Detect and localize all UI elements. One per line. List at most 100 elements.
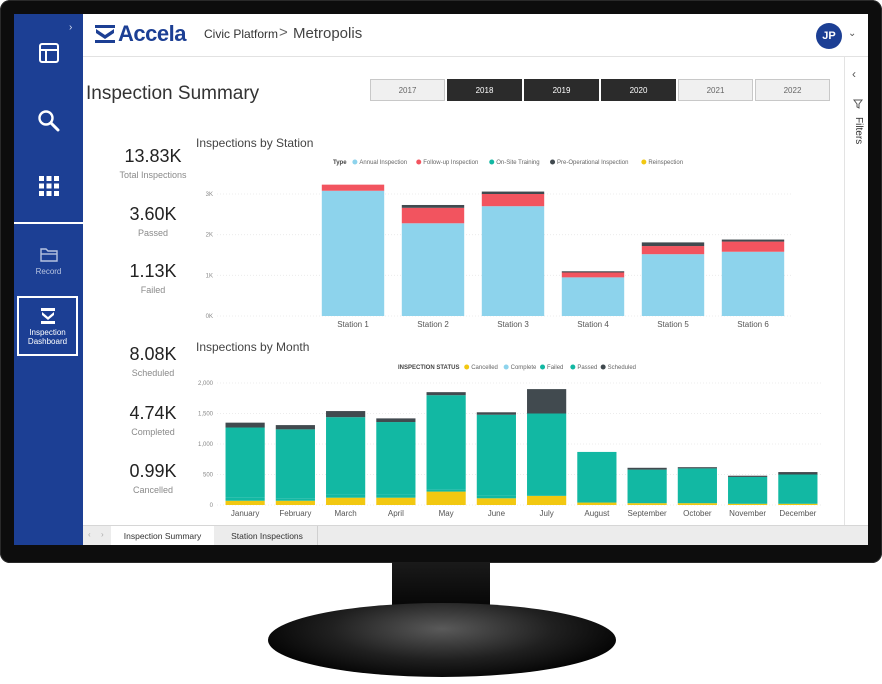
bar-station-5-annual-inspection	[641, 254, 705, 316]
legend-swatch-reinspection	[641, 159, 647, 165]
legend-swatch-pre-operational-inspection	[550, 159, 556, 165]
x-tick-label-september: September	[628, 509, 667, 518]
x-tick-label-february: February	[279, 509, 311, 518]
year-button-2017[interactable]: 2017	[370, 79, 445, 101]
monitor-neck	[392, 562, 490, 610]
bar-station-1-annual-inspection	[321, 190, 385, 316]
accela-logo[interactable]: Accela	[95, 21, 186, 47]
bar-february-failed	[275, 498, 315, 501]
x-tick-label-station-3: Station 3	[497, 320, 529, 329]
bar-station-4-pre-operational-inspection	[561, 271, 625, 273]
collapse-chevron-icon[interactable]: ‹	[852, 67, 856, 81]
x-tick-label-station-5: Station 5	[657, 320, 689, 329]
year-button-2018[interactable]: 2018	[447, 79, 522, 101]
x-tick-label-station-1: Station 1	[337, 320, 369, 329]
bar-december-scheduled	[778, 472, 818, 475]
year-slicer: 2017 2018 2019 2020 2021 2022	[370, 79, 832, 101]
expand-nav-chevron-icon[interactable]: ›	[69, 22, 73, 33]
bar-february-passed	[275, 429, 315, 499]
nav-item-inspection-dashboard[interactable]: Inspection Dashboard	[17, 296, 78, 356]
nav-divider	[14, 222, 83, 224]
nav-item-record-label: Record	[35, 266, 62, 276]
report-canvas: Inspection Summary 2017 2018 2019 2020 2…	[83, 57, 844, 525]
bar-july-cancelled	[527, 495, 567, 505]
year-button-2021[interactable]: 2021	[678, 79, 753, 101]
bar-april-passed	[376, 422, 416, 495]
bar-july-failed	[527, 494, 567, 496]
page-tabs-bar: ‹ › Inspection Summary Station Inspectio…	[83, 525, 868, 545]
legend-label-on-site-training: On-Site Training	[496, 160, 539, 166]
bar-october-scheduled	[677, 467, 717, 469]
kpi-value: 8.08K	[129, 344, 177, 364]
bar-station-4-follow-up-inspection	[561, 272, 625, 278]
bar-may-scheduled	[426, 392, 466, 396]
year-button-2020[interactable]: 2020	[601, 79, 676, 101]
x-tick-label-june: June	[488, 509, 506, 518]
breadcrumb-separator: >	[279, 24, 288, 41]
filters-pane[interactable]: ‹ Filters	[844, 57, 868, 525]
x-tick-label-july: July	[540, 509, 554, 518]
legend-label-follow-up-inspection: Follow-up Inspection	[423, 160, 478, 166]
bar-station-5-follow-up-inspection	[641, 246, 705, 255]
legend-swatch-passed	[570, 364, 576, 370]
bar-january-failed	[225, 497, 265, 501]
tab-inspection-summary[interactable]: Inspection Summary	[111, 526, 214, 545]
legend-label-failed: Failed	[547, 365, 563, 371]
nav-item-search[interactable]	[14, 102, 83, 140]
bar-station-2-annual-inspection	[401, 223, 465, 316]
bar-station-5-pre-operational-inspection	[641, 242, 705, 247]
legend-swatch-follow-up-inspection	[416, 159, 422, 165]
bar-june-failed	[476, 495, 516, 499]
bar-may-failed	[426, 489, 466, 492]
bar-august-cancelled	[577, 502, 617, 505]
y-tick-label: 1,500	[198, 412, 214, 418]
month-chart[interactable]: INSPECTION STATUS Cancelled Complete Failed…	[193, 354, 843, 526]
bar-station-2-follow-up-inspection	[401, 207, 465, 224]
legend-label-annual-inspection: Annual Inspection	[359, 160, 407, 166]
kpi-total-inspections: 13.83K Total Inspections	[83, 146, 223, 180]
nav-item-layout[interactable]	[14, 34, 83, 72]
bar-april-cancelled	[376, 497, 416, 505]
logo-text: Accela	[118, 21, 186, 46]
chevron-down-icon[interactable]: ⌄	[848, 28, 857, 39]
bar-december-cancelled	[778, 503, 818, 505]
year-button-2019[interactable]: 2019	[524, 79, 599, 101]
bar-february-scheduled	[275, 425, 315, 430]
year-button-2022[interactable]: 2022	[755, 79, 830, 101]
kpi-scheduled: 8.08K Scheduled	[83, 344, 223, 378]
search-icon	[37, 110, 59, 132]
kpi-failed: 1.13K Failed	[83, 261, 223, 295]
bar-september-passed	[627, 469, 667, 504]
y-tick-label: 2,000	[198, 381, 214, 387]
breadcrumb-parent[interactable]: Civic Platform	[204, 27, 279, 41]
tab-station-inspections[interactable]: Station Inspections	[217, 526, 318, 545]
legend-swatch-cancelled	[464, 364, 470, 370]
bar-station-2-pre-operational-inspection	[401, 204, 465, 208]
kpi-label: Total Inspections	[119, 170, 187, 180]
y-tick-label: 1K	[206, 273, 213, 279]
tab-next-icon[interactable]: ›	[101, 530, 104, 539]
legend-swatch-scheduled	[600, 364, 606, 370]
bar-station-6-follow-up-inspection	[721, 241, 785, 252]
nav-item-record[interactable]: Record	[14, 236, 83, 284]
bar-november-scheduled	[728, 475, 768, 477]
y-tick-label: 2K	[206, 233, 213, 239]
bar-january-cancelled	[225, 500, 265, 505]
y-tick-label: 1,000	[198, 442, 214, 448]
user-avatar[interactable]: JP	[816, 23, 842, 49]
dashboard-icon	[40, 307, 55, 324]
y-tick-label: 3K	[206, 192, 213, 198]
folder-icon	[39, 247, 58, 262]
bar-june-passed	[476, 414, 516, 496]
top-header: Accela Civic Platform > Metropolis JP ⌄	[83, 14, 868, 57]
bar-november-cancelled	[728, 503, 768, 505]
apps-grid-icon	[38, 176, 59, 196]
bar-july-passed	[527, 413, 567, 495]
legend-label-complete: Complete	[511, 365, 537, 371]
bar-station-3-follow-up-inspection	[481, 194, 545, 207]
nav-item-apps[interactable]	[14, 167, 83, 205]
bar-station-6-annual-inspection	[721, 251, 785, 316]
station-chart[interactable]: Type Annual Inspection Follow-up Inspectio…	[193, 152, 843, 342]
tab-prev-icon[interactable]: ‹	[88, 530, 91, 539]
bar-april-failed	[376, 494, 416, 498]
